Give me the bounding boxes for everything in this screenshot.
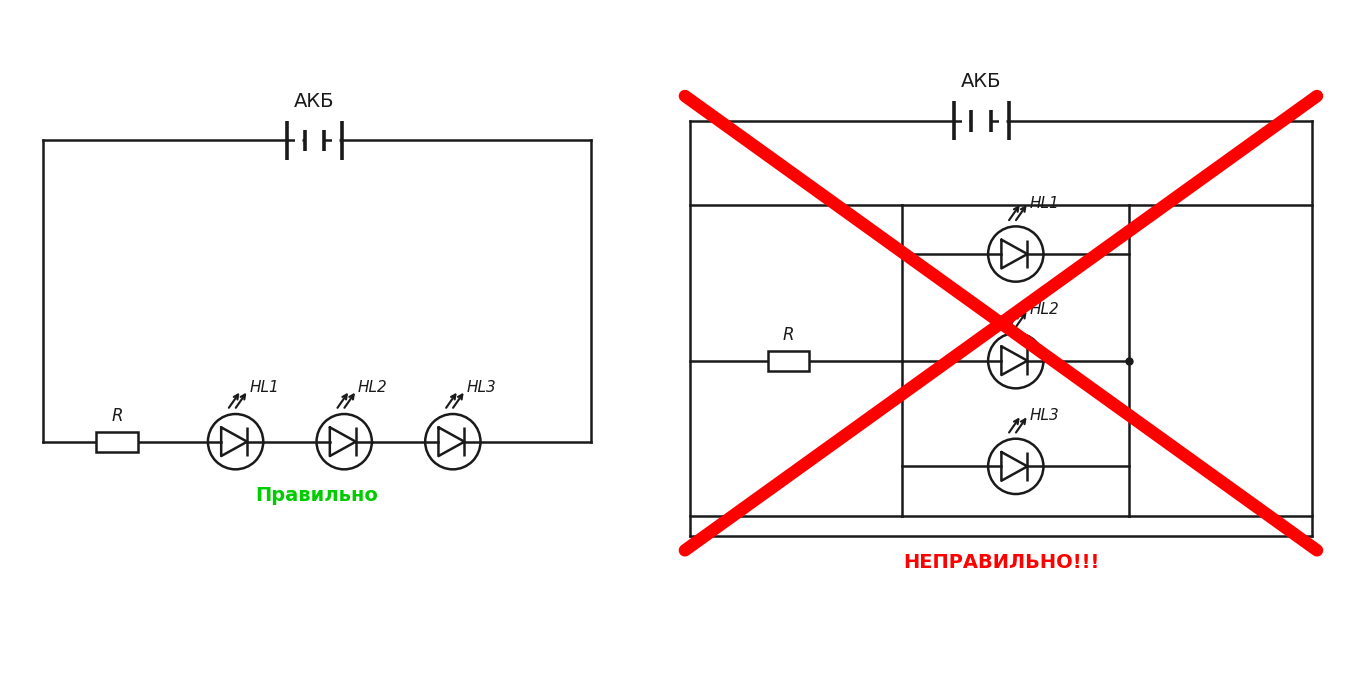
Text: HL2: HL2: [359, 380, 388, 395]
Text: АКБ: АКБ: [961, 72, 1001, 91]
Text: АКБ: АКБ: [295, 92, 335, 111]
Text: HL2: HL2: [1029, 302, 1059, 317]
Circle shape: [316, 414, 372, 469]
Circle shape: [208, 414, 263, 469]
Text: Правильно: Правильно: [255, 486, 379, 505]
Text: HL1: HL1: [1029, 196, 1059, 211]
Bar: [96, 432, 137, 452]
Text: R: R: [111, 407, 122, 425]
Text: НЕПРАВИЛЬНО!!!: НЕПРАВИЛЬНО!!!: [903, 553, 1099, 572]
Circle shape: [425, 414, 481, 469]
Bar: [767, 351, 809, 371]
Text: HL3: HL3: [467, 380, 497, 395]
Text: HL1: HL1: [250, 380, 280, 395]
Circle shape: [989, 333, 1043, 388]
Circle shape: [989, 439, 1043, 494]
Text: R: R: [782, 326, 794, 344]
Text: HL3: HL3: [1029, 408, 1059, 423]
Circle shape: [989, 226, 1043, 282]
